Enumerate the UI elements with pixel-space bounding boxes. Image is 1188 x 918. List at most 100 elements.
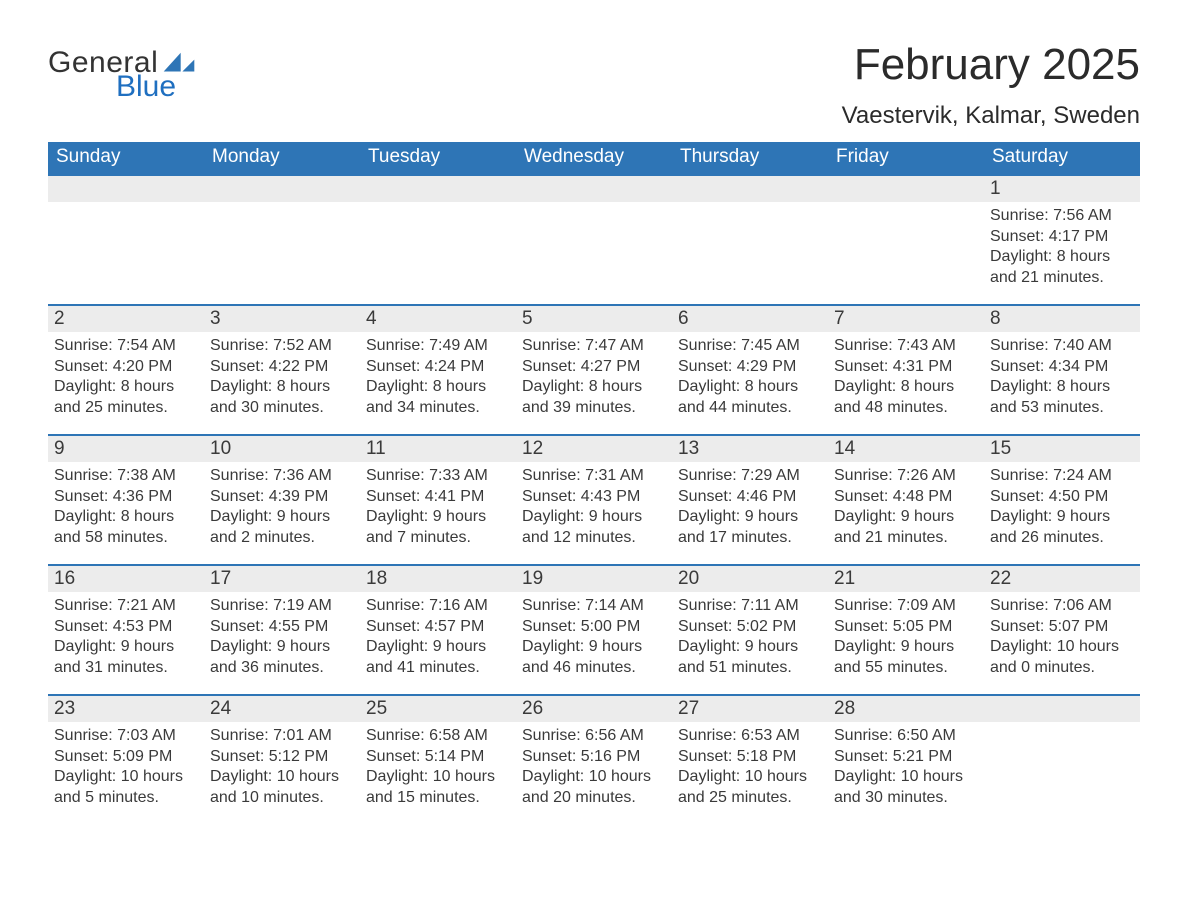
day-number — [984, 696, 1140, 722]
calendar-cell: 25Sunrise: 6:58 AMSunset: 5:14 PMDayligh… — [360, 695, 516, 824]
calendar-cell: 20Sunrise: 7:11 AMSunset: 5:02 PMDayligh… — [672, 565, 828, 695]
day-number: 10 — [204, 436, 360, 462]
sunrise-line: Sunrise: 6:58 AM — [366, 726, 512, 746]
daylight-line: Daylight: 9 hours and 17 minutes. — [678, 507, 824, 548]
weekday-header: Sunday — [48, 142, 204, 176]
day-body: Sunrise: 7:31 AMSunset: 4:43 PMDaylight:… — [516, 462, 672, 552]
sunrise-line: Sunrise: 7:45 AM — [678, 336, 824, 356]
day-number: 9 — [48, 436, 204, 462]
daylight-line: Daylight: 9 hours and 36 minutes. — [210, 637, 356, 678]
calendar-cell — [48, 176, 204, 305]
daylight-line: Daylight: 9 hours and 51 minutes. — [678, 637, 824, 678]
calendar-week-row: 2Sunrise: 7:54 AMSunset: 4:20 PMDaylight… — [48, 305, 1140, 435]
day-number: 6 — [672, 306, 828, 332]
day-body: Sunrise: 7:40 AMSunset: 4:34 PMDaylight:… — [984, 332, 1140, 422]
weekday-header: Thursday — [672, 142, 828, 176]
daylight-line: Daylight: 9 hours and 2 minutes. — [210, 507, 356, 548]
daylight-line: Daylight: 8 hours and 21 minutes. — [990, 247, 1136, 288]
day-number: 24 — [204, 696, 360, 722]
day-body: Sunrise: 7:24 AMSunset: 4:50 PMDaylight:… — [984, 462, 1140, 552]
weekday-header: Monday — [204, 142, 360, 176]
sunset-line: Sunset: 4:53 PM — [54, 617, 200, 637]
day-body: Sunrise: 7:52 AMSunset: 4:22 PMDaylight:… — [204, 332, 360, 422]
calendar-cell: 22Sunrise: 7:06 AMSunset: 5:07 PMDayligh… — [984, 565, 1140, 695]
calendar-cell: 19Sunrise: 7:14 AMSunset: 5:00 PMDayligh… — [516, 565, 672, 695]
calendar-week-row: 16Sunrise: 7:21 AMSunset: 4:53 PMDayligh… — [48, 565, 1140, 695]
day-body: Sunrise: 7:45 AMSunset: 4:29 PMDaylight:… — [672, 332, 828, 422]
daylight-line: Daylight: 9 hours and 12 minutes. — [522, 507, 668, 548]
calendar-cell: 28Sunrise: 6:50 AMSunset: 5:21 PMDayligh… — [828, 695, 984, 824]
day-number: 22 — [984, 566, 1140, 592]
day-number — [516, 176, 672, 202]
topbar: General Blue February 2025 Vaestervik, K… — [48, 42, 1140, 130]
daylight-line: Daylight: 9 hours and 46 minutes. — [522, 637, 668, 678]
calendar-cell — [204, 176, 360, 305]
calendar-cell — [360, 176, 516, 305]
sunset-line: Sunset: 5:05 PM — [834, 617, 980, 637]
calendar-week-row: 9Sunrise: 7:38 AMSunset: 4:36 PMDaylight… — [48, 435, 1140, 565]
day-body: Sunrise: 7:36 AMSunset: 4:39 PMDaylight:… — [204, 462, 360, 552]
sunrise-line: Sunrise: 7:49 AM — [366, 336, 512, 356]
day-number: 16 — [48, 566, 204, 592]
calendar-cell: 14Sunrise: 7:26 AMSunset: 4:48 PMDayligh… — [828, 435, 984, 565]
sunrise-line: Sunrise: 7:09 AM — [834, 596, 980, 616]
weekday-header-row: Sunday Monday Tuesday Wednesday Thursday… — [48, 142, 1140, 176]
daylight-line: Daylight: 9 hours and 55 minutes. — [834, 637, 980, 678]
day-number: 26 — [516, 696, 672, 722]
sunrise-line: Sunrise: 7:26 AM — [834, 466, 980, 486]
calendar-table: Sunday Monday Tuesday Wednesday Thursday… — [48, 142, 1140, 824]
daylight-line: Daylight: 9 hours and 41 minutes. — [366, 637, 512, 678]
sunrise-line: Sunrise: 7:31 AM — [522, 466, 668, 486]
day-body: Sunrise: 6:50 AMSunset: 5:21 PMDaylight:… — [828, 722, 984, 812]
sunset-line: Sunset: 5:07 PM — [990, 617, 1136, 637]
location-label: Vaestervik, Kalmar, Sweden — [842, 102, 1140, 130]
day-body: Sunrise: 7:01 AMSunset: 5:12 PMDaylight:… — [204, 722, 360, 812]
sunrise-line: Sunrise: 7:19 AM — [210, 596, 356, 616]
day-body: Sunrise: 7:38 AMSunset: 4:36 PMDaylight:… — [48, 462, 204, 552]
day-body: Sunrise: 7:56 AMSunset: 4:17 PMDaylight:… — [984, 202, 1140, 292]
day-number — [204, 176, 360, 202]
daylight-line: Daylight: 8 hours and 30 minutes. — [210, 377, 356, 418]
calendar-cell: 9Sunrise: 7:38 AMSunset: 4:36 PMDaylight… — [48, 435, 204, 565]
daylight-line: Daylight: 8 hours and 48 minutes. — [834, 377, 980, 418]
day-number — [672, 176, 828, 202]
calendar-cell — [672, 176, 828, 305]
sunset-line: Sunset: 4:41 PM — [366, 487, 512, 507]
sunrise-line: Sunrise: 7:54 AM — [54, 336, 200, 356]
sunrise-line: Sunrise: 7:11 AM — [678, 596, 824, 616]
daylight-line: Daylight: 9 hours and 26 minutes. — [990, 507, 1136, 548]
day-body: Sunrise: 7:26 AMSunset: 4:48 PMDaylight:… — [828, 462, 984, 552]
sunrise-line: Sunrise: 7:36 AM — [210, 466, 356, 486]
day-number: 2 — [48, 306, 204, 332]
day-number: 27 — [672, 696, 828, 722]
day-body: Sunrise: 7:54 AMSunset: 4:20 PMDaylight:… — [48, 332, 204, 422]
sunset-line: Sunset: 4:57 PM — [366, 617, 512, 637]
daylight-line: Daylight: 8 hours and 25 minutes. — [54, 377, 200, 418]
day-number — [360, 176, 516, 202]
day-number: 21 — [828, 566, 984, 592]
day-number: 14 — [828, 436, 984, 462]
sunset-line: Sunset: 4:55 PM — [210, 617, 356, 637]
day-number: 25 — [360, 696, 516, 722]
daylight-line: Daylight: 8 hours and 58 minutes. — [54, 507, 200, 548]
weekday-header: Saturday — [984, 142, 1140, 176]
calendar-cell: 27Sunrise: 6:53 AMSunset: 5:18 PMDayligh… — [672, 695, 828, 824]
sunrise-line: Sunrise: 7:01 AM — [210, 726, 356, 746]
sunset-line: Sunset: 5:09 PM — [54, 747, 200, 767]
day-number: 4 — [360, 306, 516, 332]
day-body — [360, 202, 516, 210]
sunset-line: Sunset: 5:12 PM — [210, 747, 356, 767]
sunset-line: Sunset: 4:50 PM — [990, 487, 1136, 507]
day-body: Sunrise: 7:29 AMSunset: 4:46 PMDaylight:… — [672, 462, 828, 552]
day-body: Sunrise: 7:21 AMSunset: 4:53 PMDaylight:… — [48, 592, 204, 682]
calendar-week-row: 1Sunrise: 7:56 AMSunset: 4:17 PMDaylight… — [48, 176, 1140, 305]
sunrise-line: Sunrise: 7:14 AM — [522, 596, 668, 616]
calendar-cell: 6Sunrise: 7:45 AMSunset: 4:29 PMDaylight… — [672, 305, 828, 435]
calendar-cell: 26Sunrise: 6:56 AMSunset: 5:16 PMDayligh… — [516, 695, 672, 824]
day-body: Sunrise: 7:43 AMSunset: 4:31 PMDaylight:… — [828, 332, 984, 422]
day-number — [828, 176, 984, 202]
day-body: Sunrise: 7:09 AMSunset: 5:05 PMDaylight:… — [828, 592, 984, 682]
calendar-cell: 23Sunrise: 7:03 AMSunset: 5:09 PMDayligh… — [48, 695, 204, 824]
sunset-line: Sunset: 4:34 PM — [990, 357, 1136, 377]
day-number: 17 — [204, 566, 360, 592]
